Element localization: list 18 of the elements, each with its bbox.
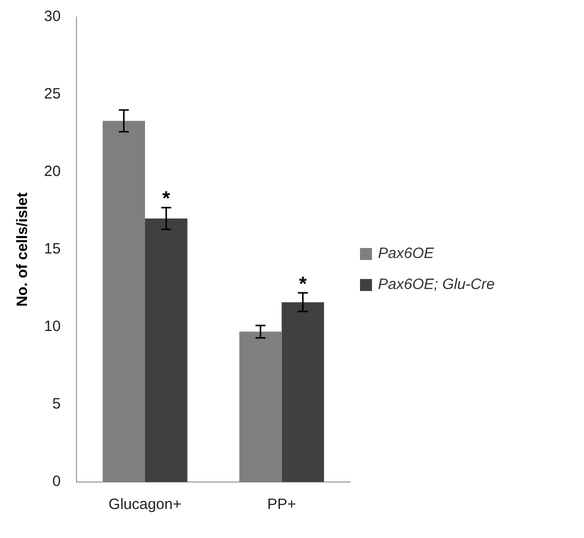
y-tick-label: 30 [44,8,61,26]
x-tick-label: PP+ [267,496,296,514]
legend-label: Pax6OE; Glu-Cre [378,276,495,293]
bar [145,218,188,482]
y-tick-label: 20 [44,163,61,180]
y-tick-label: 15 [44,240,61,258]
y-tick-label: 25 [44,86,61,103]
annotation: * [298,273,307,296]
bar [102,120,146,482]
y-tick-label: 10 [44,318,61,336]
legend-label: Pax6OE [378,245,434,262]
y-tick-label: 0 [52,473,61,490]
x-tick-label: Glucagon+ [108,496,182,514]
y-tick-label: 5 [52,396,61,413]
bar [282,302,324,482]
y-axis-title: No. of cells/islet [14,192,32,307]
bar [239,332,282,482]
annotation: * [162,188,170,210]
